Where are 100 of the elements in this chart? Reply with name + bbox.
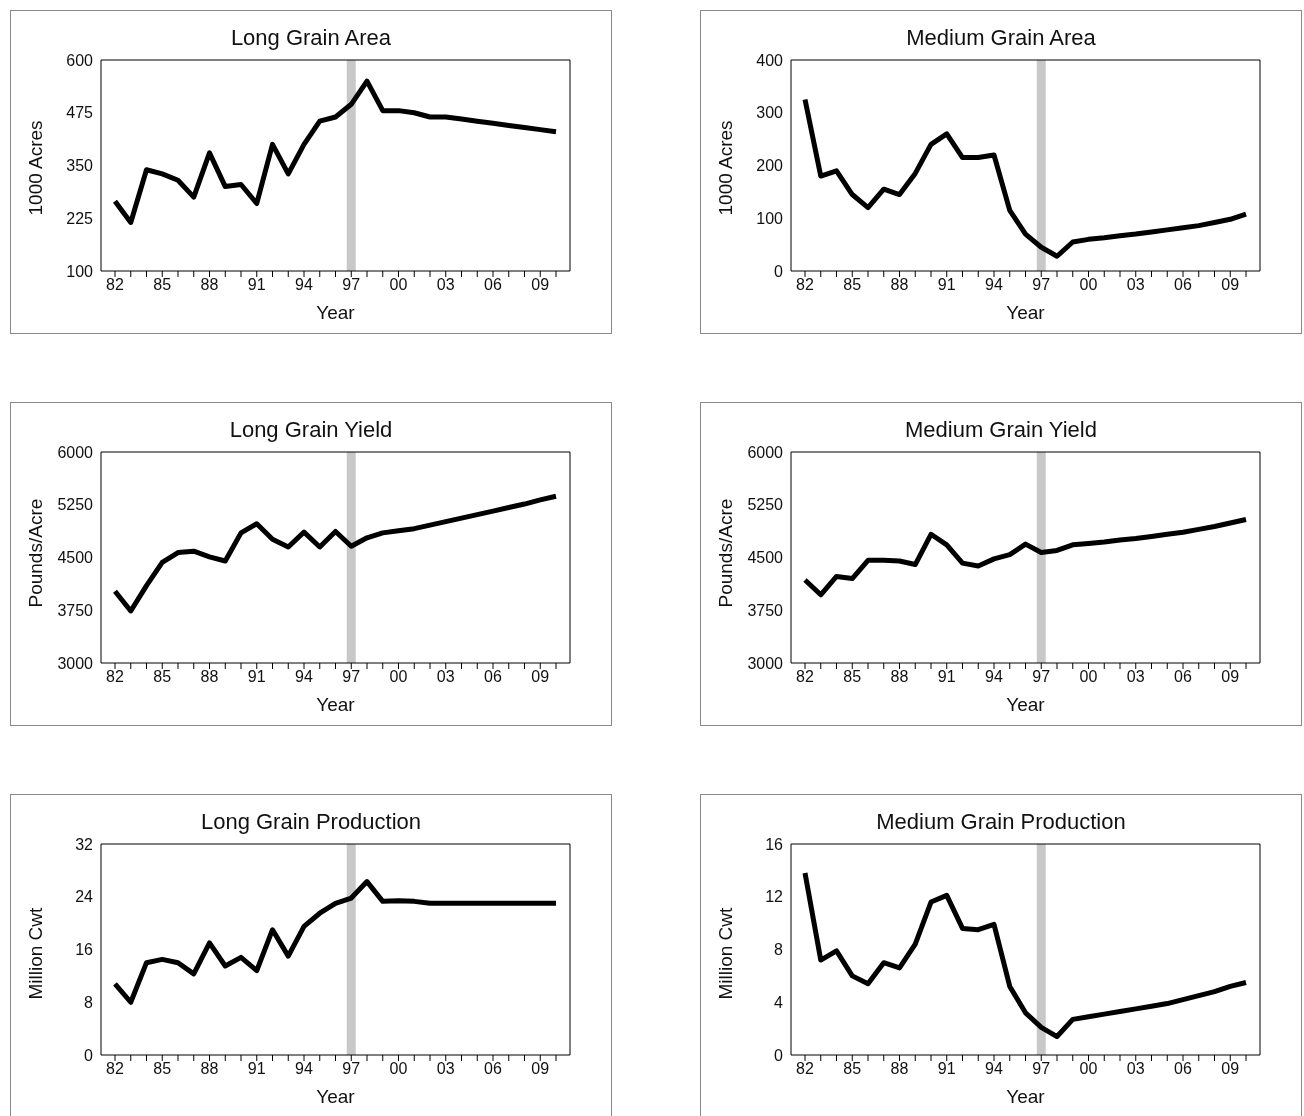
y-tick-label: 3750 xyxy=(747,601,784,619)
x-tick-label: 91 xyxy=(937,1060,956,1078)
y-tick-label: 100 xyxy=(756,209,784,227)
x-tick-label: 85 xyxy=(153,276,172,294)
chart-title: Long Grain Yield xyxy=(228,417,394,443)
x-tick-label: 88 xyxy=(200,668,219,686)
x-tick-label: 97 xyxy=(1032,668,1051,686)
x-tick-label: 00 xyxy=(1079,668,1098,686)
chart-title: Medium Grain Yield xyxy=(904,417,1098,443)
x-tick-label: 85 xyxy=(153,668,172,686)
x-tick-label: 88 xyxy=(200,1060,219,1078)
x-tick-label: 91 xyxy=(937,668,956,686)
y-axis-title: 1000 Acres xyxy=(714,120,736,216)
x-tick-label: 00 xyxy=(1079,276,1098,294)
y-tick-label: 5250 xyxy=(747,496,784,514)
y-tick-label: 5250 xyxy=(57,496,94,514)
y-tick-label: 475 xyxy=(66,104,94,122)
y-tick-label: 3000 xyxy=(747,654,784,672)
y-tick-label: 400 xyxy=(756,51,784,69)
y-tick-label: 200 xyxy=(756,157,784,175)
y-tick-label: 0 xyxy=(774,1046,784,1064)
x-tick-label: 09 xyxy=(1221,1060,1240,1078)
y-axis-title: Pounds/Acre xyxy=(24,498,46,608)
x-tick-label: 88 xyxy=(200,276,219,294)
x-tick-label: 88 xyxy=(890,1060,909,1078)
x-tick-label: 03 xyxy=(436,668,455,686)
x-tick-label: 97 xyxy=(342,668,361,686)
x-tick-label: 06 xyxy=(1174,668,1192,686)
x-tick-label: 88 xyxy=(890,276,909,294)
x-axis-title: Year xyxy=(316,1086,356,1107)
y-tick-label: 0 xyxy=(84,1046,94,1064)
y-tick-label: 225 xyxy=(66,209,94,227)
chart-title: Medium Grain Area xyxy=(905,25,1097,51)
x-tick-label: 09 xyxy=(531,668,550,686)
x-axis-title: Year xyxy=(1006,302,1046,323)
x-tick-label: 91 xyxy=(247,668,266,686)
chart-title: Long Grain Area xyxy=(229,25,393,51)
x-tick-label: 82 xyxy=(106,276,124,294)
x-tick-label: 82 xyxy=(796,276,814,294)
y-tick-label: 12 xyxy=(765,888,784,906)
x-tick-label: 85 xyxy=(843,1060,862,1078)
x-tick-label: 00 xyxy=(1079,1060,1098,1078)
y-tick-label: 8 xyxy=(84,993,94,1011)
y-tick-label: 3750 xyxy=(57,601,94,619)
x-axis-title: Year xyxy=(316,694,356,715)
y-tick-label: 4 xyxy=(774,993,784,1011)
y-axis-title: Pounds/Acre xyxy=(714,498,736,608)
x-tick-label: 06 xyxy=(1174,276,1192,294)
x-tick-label: 94 xyxy=(295,668,313,686)
y-axis-title: Million Cwt xyxy=(24,906,46,1000)
x-tick-label: 09 xyxy=(1221,276,1240,294)
x-tick-label: 85 xyxy=(843,276,862,294)
y-axis-title: Million Cwt xyxy=(714,906,736,1000)
x-tick-label: 94 xyxy=(985,276,1003,294)
x-tick-label: 00 xyxy=(389,1060,408,1078)
chart-title: Medium Grain Production xyxy=(875,809,1127,835)
x-tick-label: 06 xyxy=(484,276,502,294)
x-tick-label: 09 xyxy=(1221,668,1240,686)
x-tick-label: 82 xyxy=(106,1060,124,1078)
x-tick-label: 88 xyxy=(890,668,909,686)
y-tick-label: 600 xyxy=(66,51,94,69)
y-tick-label: 4500 xyxy=(747,549,784,567)
x-tick-label: 91 xyxy=(247,276,266,294)
x-tick-label: 03 xyxy=(1126,276,1145,294)
x-axis-title: Year xyxy=(316,302,356,323)
y-tick-label: 6000 xyxy=(57,443,94,461)
x-tick-label: 00 xyxy=(389,668,408,686)
x-tick-label: 06 xyxy=(484,1060,502,1078)
x-tick-label: 94 xyxy=(985,668,1003,686)
x-tick-label: 91 xyxy=(247,1060,266,1078)
y-tick-label: 24 xyxy=(75,888,94,906)
x-tick-label: 03 xyxy=(436,1060,455,1078)
x-tick-label: 03 xyxy=(1126,668,1145,686)
y-tick-label: 6000 xyxy=(747,443,784,461)
x-tick-label: 94 xyxy=(985,1060,1003,1078)
y-tick-label: 350 xyxy=(66,157,94,175)
x-tick-label: 82 xyxy=(106,668,124,686)
x-tick-label: 00 xyxy=(389,276,408,294)
x-tick-label: 91 xyxy=(937,276,956,294)
x-tick-label: 97 xyxy=(1032,276,1051,294)
x-tick-label: 97 xyxy=(342,276,361,294)
x-tick-label: 85 xyxy=(153,1060,172,1078)
y-tick-label: 4500 xyxy=(57,549,94,567)
y-tick-label: 0 xyxy=(774,262,784,280)
x-axis-title: Year xyxy=(1006,1086,1046,1107)
x-tick-label: 94 xyxy=(295,1060,313,1078)
x-tick-label: 06 xyxy=(1174,1060,1192,1078)
y-tick-label: 32 xyxy=(75,835,94,853)
x-tick-label: 03 xyxy=(436,276,455,294)
x-tick-label: 97 xyxy=(1032,1060,1051,1078)
x-tick-label: 97 xyxy=(342,1060,361,1078)
chart-title: Long Grain Production xyxy=(199,809,423,835)
x-axis-title: Year xyxy=(1006,694,1046,715)
x-tick-label: 94 xyxy=(295,276,313,294)
x-tick-label: 82 xyxy=(796,668,814,686)
x-tick-label: 06 xyxy=(484,668,502,686)
y-axis-title: 1000 Acres xyxy=(24,120,46,216)
y-tick-label: 8 xyxy=(774,941,784,959)
y-tick-label: 100 xyxy=(66,262,94,280)
x-tick-label: 85 xyxy=(843,668,862,686)
